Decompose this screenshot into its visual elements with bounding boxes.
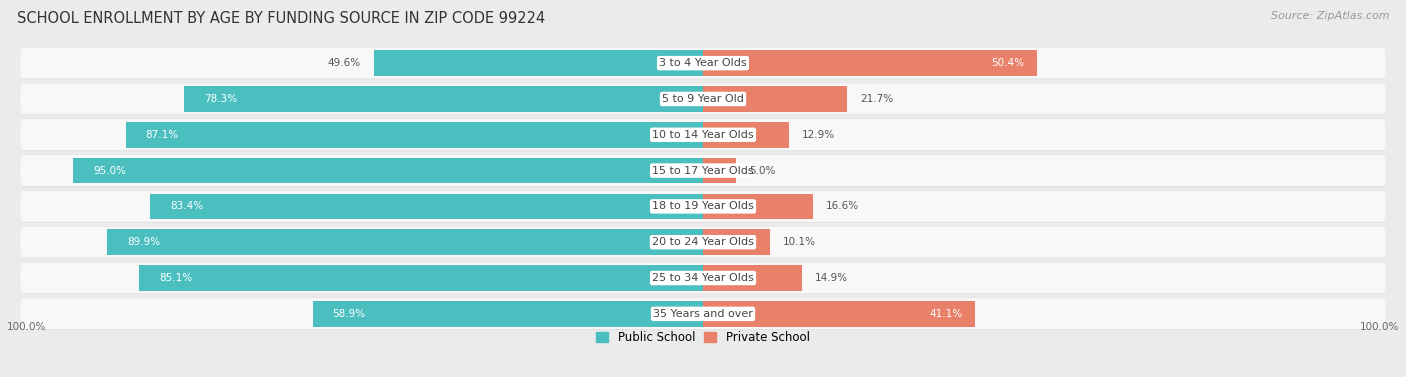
Bar	[703, 86, 846, 112]
Text: 10.1%: 10.1%	[783, 237, 817, 247]
Text: 18 to 19 Year Olds: 18 to 19 Year Olds	[652, 201, 754, 211]
FancyBboxPatch shape	[20, 262, 1386, 293]
FancyBboxPatch shape	[20, 227, 1386, 257]
Text: 35 Years and over: 35 Years and over	[652, 309, 754, 319]
Text: 95.0%: 95.0%	[93, 166, 127, 176]
Text: 20 to 24 Year Olds: 20 to 24 Year Olds	[652, 237, 754, 247]
Bar	[703, 158, 737, 184]
Text: Source: ZipAtlas.com: Source: ZipAtlas.com	[1271, 11, 1389, 21]
Bar	[703, 193, 813, 219]
Text: 14.9%: 14.9%	[815, 273, 848, 283]
FancyBboxPatch shape	[20, 83, 1386, 115]
Text: 87.1%: 87.1%	[146, 130, 179, 140]
Text: 16.6%: 16.6%	[827, 201, 859, 211]
Text: 25 to 34 Year Olds: 25 to 34 Year Olds	[652, 273, 754, 283]
Bar	[703, 265, 801, 291]
Bar	[703, 301, 976, 327]
FancyBboxPatch shape	[20, 119, 1386, 151]
Text: 85.1%: 85.1%	[159, 273, 193, 283]
Text: 3 to 4 Year Olds: 3 to 4 Year Olds	[659, 58, 747, 68]
Text: SCHOOL ENROLLMENT BY AGE BY FUNDING SOURCE IN ZIP CODE 99224: SCHOOL ENROLLMENT BY AGE BY FUNDING SOUR…	[17, 11, 546, 26]
FancyBboxPatch shape	[20, 191, 1386, 222]
Text: 12.9%: 12.9%	[801, 130, 835, 140]
FancyBboxPatch shape	[20, 226, 1386, 258]
FancyBboxPatch shape	[20, 190, 1386, 222]
Bar	[703, 122, 789, 148]
Bar	[703, 229, 770, 255]
Text: 58.9%: 58.9%	[332, 309, 366, 319]
Text: 78.3%: 78.3%	[204, 94, 238, 104]
Text: 100.0%: 100.0%	[7, 322, 46, 332]
Bar	[374, 50, 703, 76]
FancyBboxPatch shape	[20, 83, 1386, 114]
Bar	[312, 301, 703, 327]
FancyBboxPatch shape	[20, 48, 1386, 78]
Bar	[703, 50, 1038, 76]
Text: 5.0%: 5.0%	[749, 166, 776, 176]
Bar	[125, 122, 703, 148]
Text: 49.6%: 49.6%	[328, 58, 361, 68]
Text: 50.4%: 50.4%	[991, 58, 1024, 68]
Bar	[139, 265, 703, 291]
Bar	[73, 158, 703, 184]
Text: 41.1%: 41.1%	[929, 309, 962, 319]
Text: 5 to 9 Year Old: 5 to 9 Year Old	[662, 94, 744, 104]
Text: 100.0%: 100.0%	[1360, 322, 1399, 332]
FancyBboxPatch shape	[20, 298, 1386, 329]
FancyBboxPatch shape	[20, 298, 1386, 330]
FancyBboxPatch shape	[20, 119, 1386, 150]
FancyBboxPatch shape	[20, 155, 1386, 186]
Text: 15 to 17 Year Olds: 15 to 17 Year Olds	[652, 166, 754, 176]
FancyBboxPatch shape	[20, 262, 1386, 294]
Text: 10 to 14 Year Olds: 10 to 14 Year Olds	[652, 130, 754, 140]
Bar	[107, 229, 703, 255]
FancyBboxPatch shape	[20, 47, 1386, 79]
Bar	[150, 193, 703, 219]
Text: 83.4%: 83.4%	[170, 201, 204, 211]
Bar	[184, 86, 703, 112]
FancyBboxPatch shape	[20, 155, 1386, 187]
Text: 21.7%: 21.7%	[860, 94, 893, 104]
Legend: Public School, Private School: Public School, Private School	[592, 326, 814, 349]
Text: 89.9%: 89.9%	[127, 237, 160, 247]
